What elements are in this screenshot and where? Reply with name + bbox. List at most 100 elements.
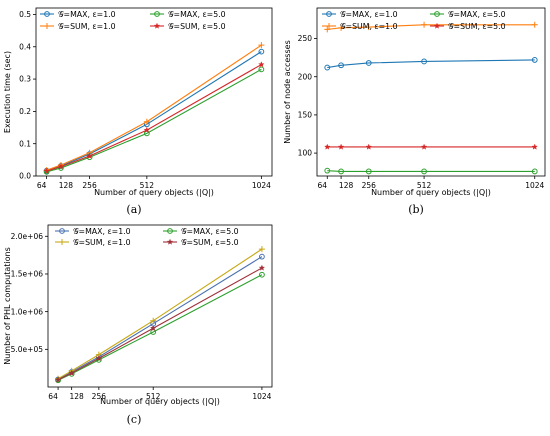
x-tick-label: 128 bbox=[70, 392, 85, 401]
series-3 bbox=[54, 264, 266, 383]
series-line bbox=[57, 274, 263, 381]
data-point bbox=[365, 143, 372, 150]
y-tick-label: 1.0e+06 bbox=[11, 307, 44, 316]
data-point bbox=[338, 168, 344, 175]
legend-marker bbox=[434, 11, 440, 17]
x-tick-label: 64 bbox=[37, 181, 47, 190]
y-tick-label: 100 bbox=[298, 149, 313, 158]
data-point bbox=[338, 24, 345, 31]
data-point bbox=[324, 26, 331, 33]
legend-label: 𝒢=MAX, ε=5.0 bbox=[448, 10, 506, 19]
series-1 bbox=[55, 271, 265, 384]
data-point bbox=[57, 163, 65, 170]
data-point bbox=[258, 66, 265, 73]
data-point bbox=[324, 143, 331, 150]
data-point bbox=[258, 42, 265, 49]
axes-frame bbox=[316, 7, 546, 177]
data-point bbox=[259, 253, 265, 260]
series-2 bbox=[324, 21, 538, 33]
x-tick-label: 256 bbox=[362, 181, 377, 190]
data-point bbox=[324, 64, 331, 71]
series-line bbox=[46, 68, 262, 173]
series-line bbox=[57, 248, 263, 380]
legend-label: 𝒢=SUM, ε=5.0 bbox=[168, 22, 226, 31]
y-axis-label: Execution time (sec) bbox=[3, 51, 12, 133]
y-tick-label: 200 bbox=[298, 72, 313, 81]
series-2 bbox=[43, 42, 265, 174]
legend-marker bbox=[59, 239, 65, 245]
x-tick-label: 256 bbox=[82, 181, 97, 190]
data-point bbox=[258, 61, 265, 68]
panel-caption: (a) bbox=[126, 203, 141, 216]
x-tick-label: 256 bbox=[92, 392, 107, 401]
y-tick-label: 0.4 bbox=[19, 42, 31, 51]
data-point bbox=[143, 118, 150, 125]
x-axis-label: Number of query objects (|Q|) bbox=[371, 188, 491, 197]
y-tick-label: 0.2 bbox=[19, 107, 31, 116]
legend-label: 𝒢=SUM, ε=5.0 bbox=[181, 238, 239, 247]
legend-marker bbox=[44, 11, 50, 17]
legend-label: 𝒢=SUM, ε=1.0 bbox=[73, 238, 131, 247]
series-line bbox=[46, 44, 262, 171]
data-point bbox=[95, 355, 103, 362]
x-tick-label: 64 bbox=[317, 181, 327, 190]
axes-frame bbox=[47, 224, 273, 388]
data-point bbox=[421, 21, 428, 28]
series-3 bbox=[43, 61, 265, 174]
legend-label: 𝒢=SUM, ε=5.0 bbox=[448, 22, 506, 31]
data-point bbox=[150, 324, 157, 331]
data-point bbox=[43, 167, 50, 174]
legend-marker bbox=[167, 228, 173, 234]
legend-label: 𝒢=MAX, ε=1.0 bbox=[340, 10, 398, 19]
x-tick-label: 512 bbox=[146, 392, 161, 401]
chart-c: 64 128 256 512 1024 5.0e+05 1.0e+06 1.5e+06 2.0e… bbox=[3, 224, 273, 426]
y-tick-label: 2.0e+06 bbox=[11, 232, 44, 241]
legend-marker bbox=[433, 22, 441, 29]
x-tick-label: 1024 bbox=[525, 181, 544, 190]
y-tick-label: 1.5e+06 bbox=[11, 270, 44, 279]
x-tick-label: 512 bbox=[140, 181, 155, 190]
legend-label: 𝒢=MAX, ε=1.0 bbox=[73, 227, 131, 236]
y-tick-label: 250 bbox=[298, 34, 313, 43]
y-tick-label: 0.5 bbox=[19, 10, 31, 19]
data-point bbox=[150, 317, 157, 324]
chart-b: 64 128 256 512 1024 100 150 200 250 Number of que… bbox=[283, 7, 546, 216]
legend-marker bbox=[153, 22, 161, 29]
series-line bbox=[327, 59, 535, 69]
data-point bbox=[258, 48, 265, 55]
x-tick-label: 512 bbox=[417, 181, 432, 190]
series-0 bbox=[55, 253, 265, 383]
series-1 bbox=[324, 167, 538, 175]
data-point bbox=[338, 62, 344, 69]
legend: 𝒢=MAX, ε=1.0 𝒢=MAX, ε=5.0 𝒢=SUM, ε=1.0 𝒢=SU… bbox=[40, 10, 226, 31]
data-point bbox=[365, 168, 372, 175]
legend-marker bbox=[59, 228, 65, 234]
data-point bbox=[259, 271, 265, 278]
data-point bbox=[86, 152, 93, 159]
series-0 bbox=[324, 57, 538, 71]
data-point bbox=[365, 24, 372, 31]
data-point bbox=[531, 57, 538, 63]
data-point bbox=[54, 376, 62, 383]
series-0 bbox=[43, 48, 265, 174]
legend-label: 𝒢=SUM, ε=1.0 bbox=[340, 22, 398, 31]
x-tick-label: 1024 bbox=[252, 181, 271, 190]
legend-label: 𝒢=MAX, ε=1.0 bbox=[58, 10, 116, 19]
y-tick-label: 0.1 bbox=[19, 139, 31, 148]
data-point bbox=[324, 167, 331, 174]
data-point bbox=[421, 58, 427, 65]
data-point bbox=[420, 143, 428, 150]
series-line bbox=[327, 170, 535, 172]
y-tick-label: 5.0e+05 bbox=[11, 345, 44, 354]
data-point bbox=[531, 168, 538, 175]
y-tick-label: 150 bbox=[298, 111, 313, 120]
data-point bbox=[421, 168, 427, 175]
y-tick-label: 0.0 bbox=[19, 172, 31, 181]
legend-marker bbox=[44, 23, 50, 29]
chart-a: 64 128 256 512 1024 0.0 0.1 0.2 0.3 0.4 0.5 Number … bbox=[3, 7, 273, 216]
series-line bbox=[46, 64, 262, 172]
data-point bbox=[68, 369, 75, 376]
x-axis-label: Number of query objects (|Q|) bbox=[94, 188, 214, 197]
y-axis-label: Number of node accesses bbox=[283, 40, 292, 144]
